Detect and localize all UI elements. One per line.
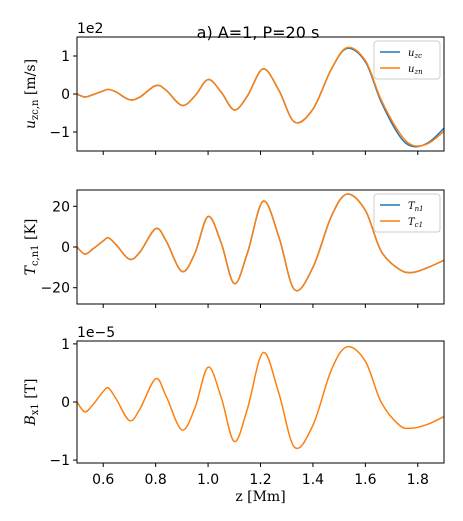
figure-title: a) A=1, P=20 s <box>197 23 320 42</box>
panel-3: −1 0 1 0.6 0.8 1.0 1.2 1.4 1.6 1.8 1e−5 Bx1 [T] z [M… <box>23 325 445 505</box>
y-tick-label: 1 <box>61 49 70 65</box>
legend-label: Tc1 <box>408 217 423 229</box>
plot-frame <box>76 340 445 464</box>
legend-label: uzn <box>408 64 423 76</box>
series-line-b-x1 <box>77 345 444 450</box>
legend: uzc uzn <box>373 40 441 80</box>
x-tick-label: 1.6 <box>354 472 376 488</box>
legend-box <box>373 193 441 233</box>
x-tick-label: 1.8 <box>407 472 429 488</box>
series-line-t-c1 <box>77 193 444 292</box>
x-tick-label: 0.6 <box>92 472 114 488</box>
y-axis-label: uzc,n [m/s] <box>23 59 41 129</box>
axis-multiplier: 1e2 <box>77 21 103 37</box>
panels: −1 0 1 1e2 uzc,n [m/s] uzc uzn −20 0 20 Tc,n1 [K] T… <box>23 21 445 505</box>
series-line-u-zn <box>77 46 444 147</box>
y-tick-label: −1 <box>49 125 70 141</box>
x-tick-label: 1.2 <box>249 472 271 488</box>
y-tick-label: 0 <box>61 395 70 411</box>
y-axis-label: Tc,n1 [K] <box>23 219 41 276</box>
legend-box <box>373 40 441 80</box>
y-tick-label: 20 <box>52 199 70 215</box>
axis-multiplier: 1e−5 <box>77 325 115 341</box>
y-axis-label: Bx1 [T] <box>23 378 41 426</box>
y-tick-label: −1 <box>49 453 70 469</box>
legend-label: uzc <box>408 48 422 60</box>
x-axis-label: z [Mm] <box>235 489 285 505</box>
y-tick-label: 0 <box>61 240 70 256</box>
x-tick-label: 0.8 <box>145 472 167 488</box>
panel-1: −1 0 1 1e2 uzc,n [m/s] uzc uzn <box>23 21 445 155</box>
x-tick-label: 1.0 <box>197 472 219 488</box>
x-tick-label: 1.4 <box>302 472 324 488</box>
y-tick-label: −20 <box>40 281 70 297</box>
y-tick-label: 1 <box>61 337 70 353</box>
legend-label: Tn1 <box>408 201 424 213</box>
y-tick-label: 0 <box>61 87 70 103</box>
